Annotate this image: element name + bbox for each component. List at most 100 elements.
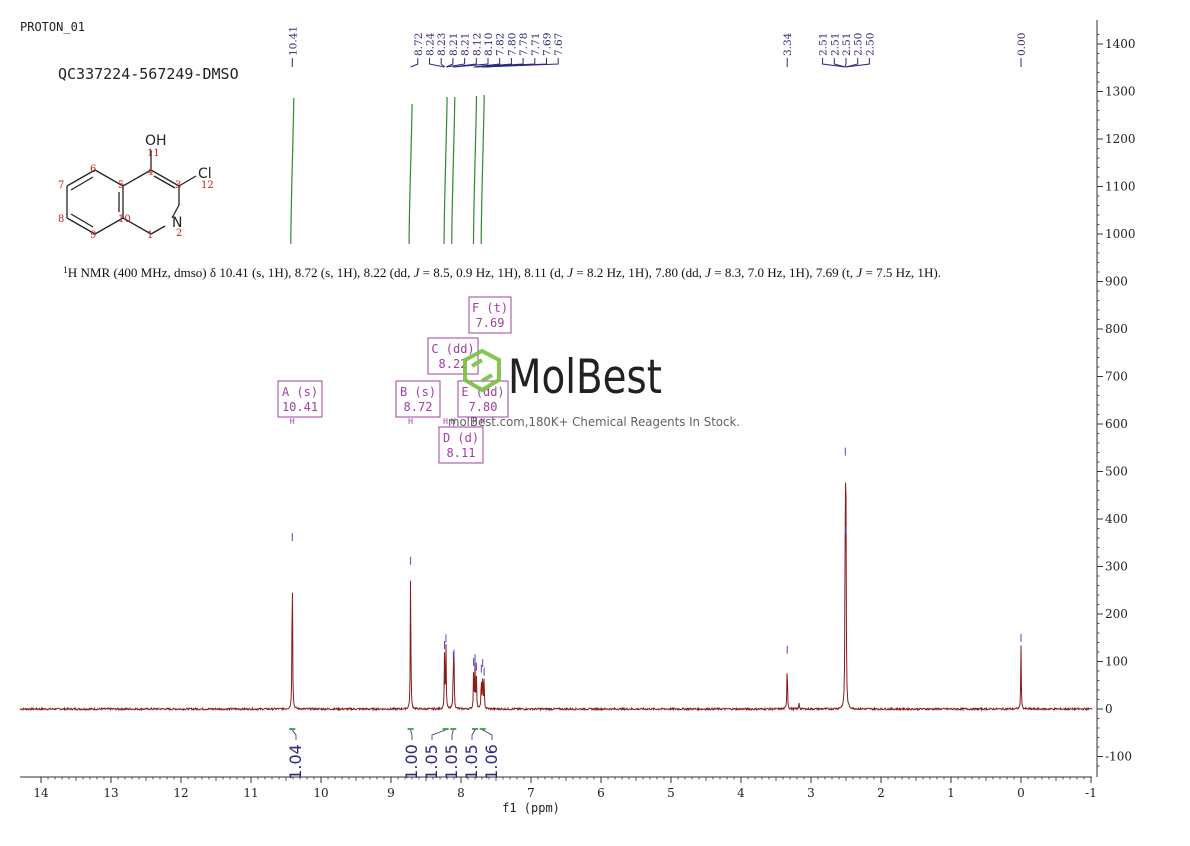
watermark-tagline: molBest.com,180K+ Chemical Reagents In S… — [448, 415, 740, 429]
integral-curve — [290, 97, 295, 245]
y-tick-label: 900 — [1105, 275, 1128, 289]
peak-shift-label: 7.78 — [518, 33, 530, 56]
peak-shift-label: 8.24 — [425, 32, 437, 56]
peak-connector — [446, 58, 466, 68]
peak-shift-label: 8.72 — [413, 33, 425, 56]
atom-numbers: 1 2 3 4 5 6 7 8 9 10 11 12 — [58, 148, 214, 241]
watermark: MolBest molBest.com,180K+ Chemical Reage… — [448, 348, 740, 429]
x-tick-label: 6 — [597, 786, 605, 800]
peak-shift-label: 8.12 — [471, 33, 483, 56]
atom-number-6: 6 — [90, 164, 96, 175]
peak-labels: 10.41 8.72 8.24 8.23 8.21 8.21 8.12 8.10 7.82 7.8… — [287, 26, 1028, 68]
multiplet-label: B (s) — [400, 385, 436, 399]
multiplet-shift: 8.72 — [404, 400, 433, 414]
x-tick-label: 4 — [737, 786, 745, 800]
x-tick-label: 3 — [807, 786, 815, 800]
peak-shift-label: 7.82 — [495, 33, 507, 56]
atom-number-7: 7 — [58, 180, 64, 191]
integral-connector — [482, 729, 493, 740]
peak-shift-label: 2.51 — [829, 33, 841, 56]
x-tick-label: 9 — [387, 786, 395, 800]
multiplet-shift: 8.11 — [447, 446, 476, 460]
integral-values: 1.04 1.00 1.05 1.05 1.05 1.06 — [286, 728, 501, 780]
integral-value: 1.05 — [422, 744, 441, 780]
nmr-summary: 1H NMR (400 MHz, dmso) δ 10.41 (s, 1H), … — [63, 265, 941, 280]
peak-connector — [844, 58, 847, 68]
peak-connector — [833, 58, 846, 68]
peak-connector — [446, 58, 454, 68]
peak-shift-label: 2.50 — [864, 33, 876, 56]
multiplet-shift: 7.69 — [476, 316, 505, 330]
integral-curve — [472, 95, 478, 245]
spectrum-trace — [19, 447, 1093, 712]
peak-connector — [484, 58, 559, 68]
atom-number-11: 11 — [147, 148, 160, 159]
multiplet-box — [468, 296, 512, 334]
integral-value: 1.06 — [482, 744, 501, 780]
x-tick-label: 10 — [313, 786, 328, 800]
integral-curves — [290, 94, 485, 245]
n-atom-label: N — [172, 215, 182, 231]
peak-shift-label: 10.41 — [287, 26, 299, 56]
multiplet-label: F (t) — [472, 301, 508, 315]
oh-atom-label: OH — [145, 133, 167, 149]
y-tick-label: 200 — [1105, 607, 1128, 621]
peak-shift-label: 2.51 — [818, 33, 830, 56]
y-tick-label: 600 — [1105, 417, 1128, 431]
peak-connector — [453, 58, 489, 68]
multiplet-box — [277, 380, 323, 418]
integral-connector — [451, 729, 454, 740]
multiplet-label: A (s) — [282, 385, 318, 399]
y-tick-label: 1300 — [1105, 85, 1136, 99]
x-tick-label: 1 — [947, 786, 955, 800]
integral-value: 1.04 — [286, 744, 305, 780]
multiplet-label: D (d) — [443, 431, 479, 445]
integral-value: 1.05 — [462, 744, 481, 780]
atom-number-2: 2 — [176, 228, 182, 239]
peak-shift-label: 8.10 — [483, 33, 495, 56]
integral-connector — [431, 729, 446, 740]
peak-connector — [440, 58, 446, 68]
peak-shift-label: 7.80 — [506, 33, 518, 56]
x-tick-label: 11 — [243, 786, 258, 800]
integral-curve — [480, 94, 485, 245]
x-tick-label: 13 — [103, 786, 118, 800]
cl-atom-label: Cl — [198, 166, 212, 182]
peak-connector — [410, 58, 419, 68]
peak-shift-label: 7.67 — [553, 33, 565, 56]
x-tick-label: 12 — [173, 786, 188, 800]
molbest-logo-icon — [463, 348, 501, 393]
multiplet-box — [438, 426, 484, 464]
integral-value: 1.00 — [402, 744, 421, 780]
multiplet-marker: H — [451, 417, 456, 426]
y-tick-label: 500 — [1105, 465, 1128, 479]
atom-number-5: 5 — [118, 180, 124, 191]
integral-connector — [410, 729, 413, 740]
integral-connector — [291, 729, 297, 740]
y-tick-label: 1000 — [1105, 227, 1136, 241]
multiplet-shift: 10.41 — [282, 400, 318, 414]
y-tick-label: 0 — [1105, 702, 1113, 716]
x-tick-label: -1 — [1085, 786, 1097, 800]
spectrum-line — [19, 482, 1093, 712]
atom-number-8: 8 — [58, 214, 64, 225]
integral-curve — [408, 103, 413, 245]
multiplet-box — [427, 337, 479, 375]
atom-number-9: 9 — [90, 230, 96, 241]
atom-number-12: 12 — [201, 180, 214, 191]
y-tick-label: 1400 — [1105, 37, 1136, 51]
peak-shift-label: 7.71 — [530, 33, 542, 56]
multiplet-marker: H — [408, 417, 413, 426]
x-tick-label: 7 — [527, 786, 535, 800]
atom-number-10: 10 — [118, 214, 131, 225]
y-tick-label: 100 — [1105, 655, 1128, 669]
atom-number-3: 3 — [175, 180, 181, 191]
multiplet-marker: H — [473, 417, 478, 426]
watermark-brand: MolBest — [508, 350, 662, 405]
atom-number-4: 4 — [147, 167, 153, 178]
integral-value: 1.05 — [442, 744, 461, 780]
peak-connector — [429, 58, 445, 68]
